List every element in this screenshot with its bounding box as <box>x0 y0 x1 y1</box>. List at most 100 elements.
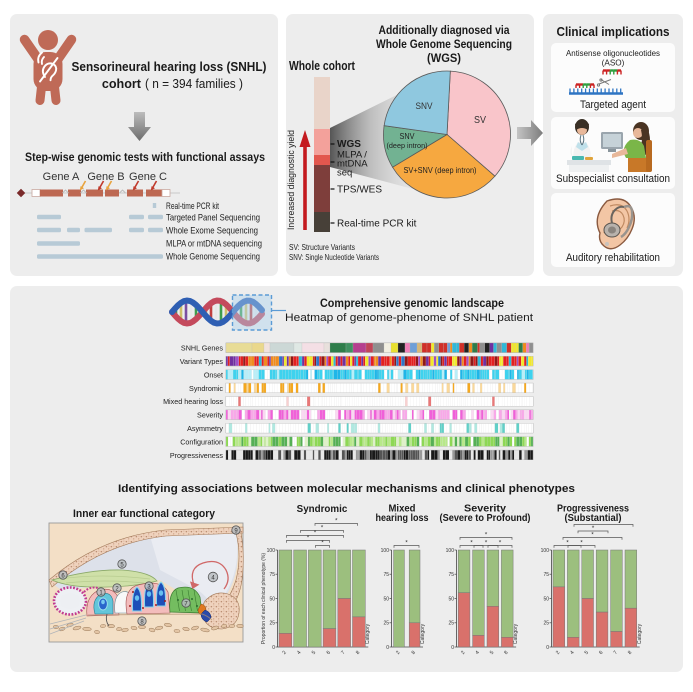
svg-text:(ASO): (ASO) <box>602 59 625 68</box>
svg-text:SNHL Genes: SNHL Genes <box>181 344 223 353</box>
svg-text:6: 6 <box>326 650 333 656</box>
svg-text:Additionally diagnosed via: Additionally diagnosed via <box>379 25 511 37</box>
svg-text:(deep intron): (deep intron) <box>387 141 428 150</box>
svg-text:4: 4 <box>569 650 576 656</box>
svg-text:8: 8 <box>411 650 418 656</box>
svg-text:*: * <box>591 532 594 539</box>
svg-text:2: 2 <box>395 650 402 656</box>
svg-text:8: 8 <box>627 650 634 656</box>
svg-text:Configuration: Configuration <box>180 437 223 446</box>
svg-text:Gene B: Gene B <box>87 171 124 183</box>
svg-text:SV: SV <box>474 115 486 126</box>
svg-text:0: 0 <box>272 645 275 651</box>
svg-text:*: * <box>321 540 324 547</box>
svg-text:4: 4 <box>211 575 215 581</box>
svg-text:SV: Structure Variants: SV: Structure Variants <box>289 243 355 252</box>
svg-text:50: 50 <box>543 596 549 602</box>
svg-text:100: 100 <box>541 548 550 554</box>
svg-text:75: 75 <box>543 572 549 578</box>
svg-text:Category: Category <box>365 623 371 644</box>
svg-text:Severity: Severity <box>197 411 223 420</box>
svg-text:*: * <box>602 519 605 526</box>
svg-text:*: * <box>592 525 595 532</box>
svg-text:25: 25 <box>269 621 275 627</box>
svg-text:5: 5 <box>120 562 124 568</box>
svg-text:Targeted Panel Sequencing: Targeted Panel Sequencing <box>166 213 260 223</box>
svg-text:Comprehensive genomic landscap: Comprehensive genomic landscape <box>320 297 505 310</box>
svg-text:Increased diagnostic yield: Increased diagnostic yield <box>286 130 296 230</box>
svg-text:75: 75 <box>448 572 454 578</box>
svg-text:Real-time PCR kit: Real-time PCR kit <box>337 219 417 230</box>
svg-text:*: * <box>335 518 338 525</box>
svg-text:50: 50 <box>269 596 275 602</box>
svg-text:Gene A: Gene A <box>43 171 80 183</box>
svg-text:2: 2 <box>555 650 562 656</box>
svg-text:hearing loss: hearing loss <box>376 513 429 524</box>
svg-text:(Substantial): (Substantial) <box>565 513 622 524</box>
svg-text:25: 25 <box>448 621 454 627</box>
svg-text:7: 7 <box>340 650 347 656</box>
svg-text:cohort: cohort <box>102 77 142 91</box>
svg-text:*: * <box>314 530 317 537</box>
svg-text:Whole cohort: Whole cohort <box>289 59 356 73</box>
svg-text:Proportion of each clinical ph: Proportion of each clinical phenotype (%… <box>261 553 267 644</box>
svg-text:SNV: SNV <box>400 132 416 141</box>
svg-text:2: 2 <box>281 650 288 656</box>
svg-text:0: 0 <box>451 645 454 651</box>
svg-text:Progressiveness: Progressiveness <box>557 504 629 515</box>
svg-text:seq: seq <box>337 168 352 179</box>
svg-text:*: * <box>485 532 488 539</box>
svg-text:25: 25 <box>543 621 549 627</box>
svg-text:*: * <box>321 525 324 532</box>
svg-text:TPS/WES: TPS/WES <box>337 185 382 196</box>
svg-text:Whole Exome Sequencing: Whole Exome Sequencing <box>166 226 258 236</box>
svg-text:Syndromic: Syndromic <box>189 384 223 393</box>
svg-text:mtDNA: mtDNA <box>337 159 368 170</box>
svg-text:6: 6 <box>598 650 605 656</box>
svg-text:Heatmap of genome-phenome of S: Heatmap of genome-phenome of SNHL patien… <box>285 312 534 324</box>
svg-text:0: 0 <box>386 645 389 651</box>
svg-text:5: 5 <box>489 650 496 656</box>
svg-text:*: * <box>499 540 502 547</box>
svg-text:( n = 394 families ): ( n = 394 families ) <box>145 77 243 91</box>
svg-text:*: * <box>580 540 583 547</box>
svg-text:Real-time PCR kit: Real-time PCR kit <box>166 201 219 211</box>
svg-text:Identifying associations betwe: Identifying associations between molecul… <box>118 483 575 495</box>
svg-text:Category: Category <box>513 623 519 644</box>
svg-text:(Severe to Profound): (Severe to Profound) <box>440 513 531 524</box>
svg-text:Progressiveness: Progressiveness <box>170 451 224 460</box>
svg-text:Inner ear functional category: Inner ear functional category <box>73 508 215 520</box>
svg-text:75: 75 <box>383 572 389 578</box>
svg-text:SV+SNV (deep intron): SV+SNV (deep intron) <box>404 166 477 175</box>
svg-text:2: 2 <box>460 650 467 656</box>
svg-text:Clinical implications: Clinical implications <box>557 25 670 39</box>
svg-text:MLPA /: MLPA / <box>337 150 367 161</box>
svg-text:Severity: Severity <box>464 504 507 515</box>
svg-text:8: 8 <box>355 650 362 656</box>
svg-text:75: 75 <box>269 572 275 578</box>
svg-text:0: 0 <box>546 645 549 651</box>
svg-text:Auditory rehabilitation: Auditory rehabilitation <box>566 252 660 264</box>
svg-text:3: 3 <box>147 584 151 590</box>
svg-text:Onset: Onset <box>204 370 223 379</box>
svg-text:Subspecialist consultation: Subspecialist consultation <box>556 173 670 185</box>
svg-text:WGS: WGS <box>337 139 361 150</box>
svg-text:*: * <box>405 540 408 547</box>
svg-text:8: 8 <box>503 650 510 656</box>
svg-text:4: 4 <box>296 650 303 656</box>
svg-text:25: 25 <box>383 621 389 627</box>
svg-text:50: 50 <box>383 596 389 602</box>
svg-text:Category: Category <box>420 623 426 644</box>
svg-text:5: 5 <box>584 650 591 656</box>
svg-text:8: 8 <box>140 619 144 625</box>
svg-text:Category: Category <box>637 623 643 644</box>
svg-text:Whole Genome Sequencing: Whole Genome Sequencing <box>166 252 260 262</box>
svg-text:Step-wise genomic tests with f: Step-wise genomic tests with functional … <box>25 150 265 164</box>
svg-text:9: 9 <box>234 528 238 534</box>
svg-text:4: 4 <box>474 650 481 656</box>
svg-text:1: 1 <box>99 590 103 596</box>
svg-text:Mixed: Mixed <box>389 504 416 515</box>
svg-text:Sensorineural hearing loss (SN: Sensorineural hearing loss (SNHL) <box>72 60 267 74</box>
svg-text:100: 100 <box>381 548 390 554</box>
svg-text:Variant Types: Variant Types <box>180 357 224 366</box>
